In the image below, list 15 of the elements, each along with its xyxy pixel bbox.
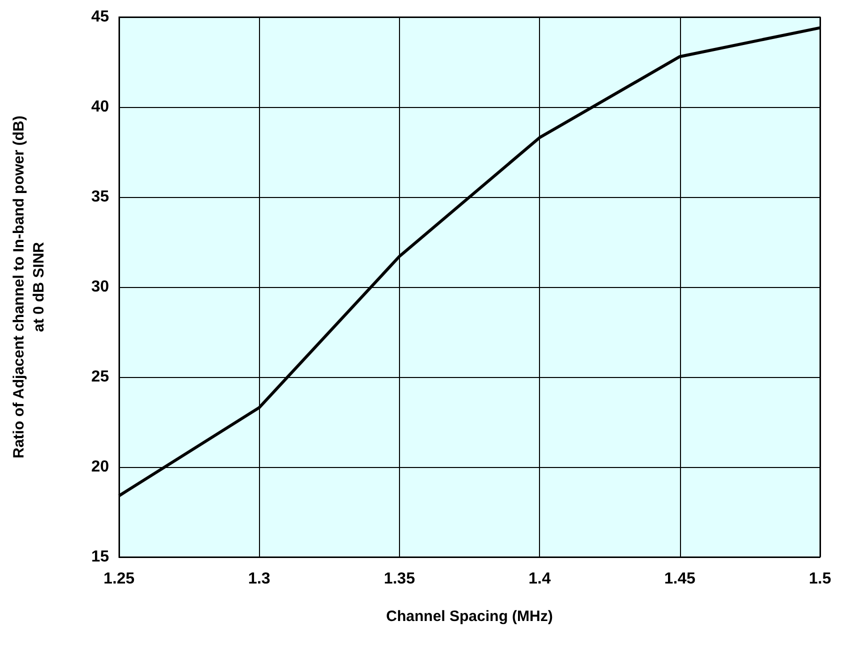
x-tick-label: 1.35 [384,570,416,588]
x-tick-label: 1.5 [808,570,832,588]
x-tick-label: 1.4 [528,570,551,588]
x-axis-title: Channel Spacing (MHz) [386,608,553,625]
y-axis-title: Ratio of Adjacent channel to In-band power (dB) at 0 dB SINR [10,116,48,458]
y-tick-label: 30 [91,278,110,296]
x-tick-label: 1.25 [103,570,135,588]
x-tick-label: 1.45 [664,570,696,588]
y-tick-label: 40 [91,98,110,116]
x-tick-label: 1.3 [248,570,270,588]
y-tick-label: 35 [91,188,110,206]
y-tick-label: 25 [91,368,110,386]
y-tick-label: 15 [91,548,110,566]
y-tick-label: 20 [91,458,110,476]
y-tick-label: 45 [91,8,110,26]
